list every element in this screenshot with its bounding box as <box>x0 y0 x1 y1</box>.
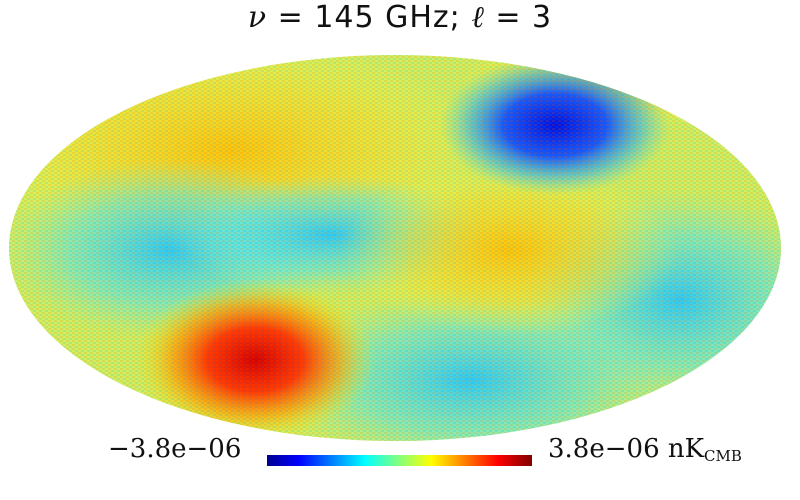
colorbar-unit: nKCMB <box>668 434 742 464</box>
unit-subscript: CMB <box>704 447 742 465</box>
sky-map-body <box>9 55 781 441</box>
colorbar <box>267 455 532 466</box>
ell-symbol: ℓ <box>471 0 485 35</box>
frequency-text: = 145 GHz; <box>267 0 472 35</box>
unit-main: nK <box>667 434 705 464</box>
map-title: ν = 145 GHz; ℓ = 3 <box>0 0 800 35</box>
colorbar-min-label: −3.8e−06 <box>108 434 242 464</box>
colorbar-max-value: 3.8e−06 <box>548 434 660 464</box>
nu-symbol: ν <box>247 0 268 35</box>
colorbar-max-label: 3.8e−06 nKCMB <box>548 434 742 464</box>
multipole-text: = 3 <box>484 0 553 35</box>
